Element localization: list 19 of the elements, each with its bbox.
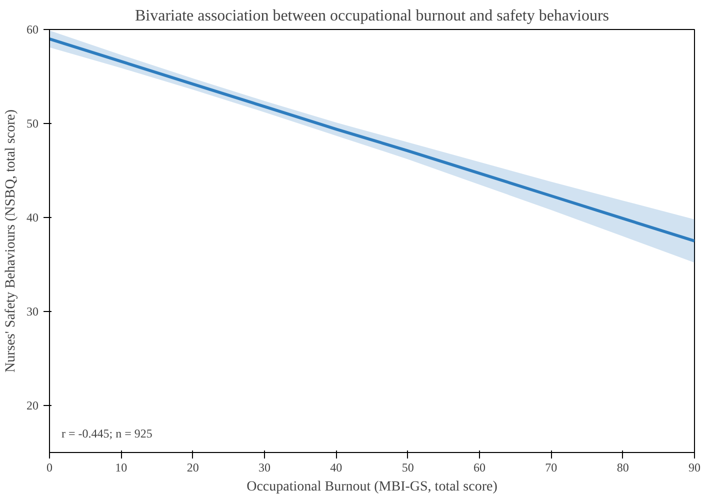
y-tick-label: 40: [26, 210, 38, 224]
y-tick-label: 30: [26, 304, 38, 318]
x-tick-label: 10: [115, 460, 128, 474]
x-tick-label: 60: [474, 460, 486, 474]
x-tick-label: 50: [402, 460, 414, 474]
x-tick-label: 20: [186, 460, 199, 474]
x-tick-label: 40: [330, 460, 342, 474]
x-tick-label: 0: [46, 460, 52, 474]
x-tick-label: 70: [545, 460, 558, 474]
y-axis-title: Nurses' Safety Behaviours (NSBQ, total score): [4, 109, 18, 373]
x-tick-label: 90: [688, 460, 700, 474]
y-tick-label: 50: [26, 116, 38, 130]
x-tick-label: 80: [616, 460, 629, 474]
y-tick-label: 60: [26, 22, 38, 36]
annotation: r = -0.445; n = 925: [62, 426, 152, 440]
chart-title: Bivariate association between occupational burnout and safety behaviours: [134, 8, 610, 24]
y-tick-label: 20: [26, 398, 38, 412]
x-axis-title: Occupational Burnout (MBI-GS, total score): [246, 480, 498, 494]
x-tick-label: 30: [258, 460, 270, 474]
